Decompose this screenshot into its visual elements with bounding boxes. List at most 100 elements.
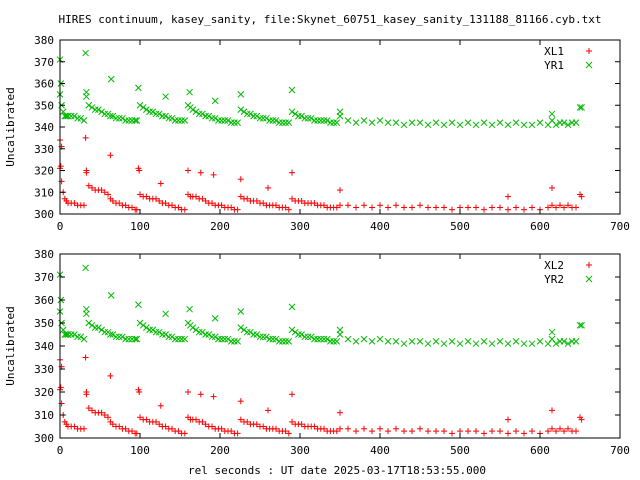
data-point (218, 335, 225, 343)
data-point (279, 338, 286, 345)
data-point (345, 425, 351, 432)
data-point (243, 110, 251, 118)
data-point (488, 121, 496, 129)
data-point (289, 391, 295, 398)
data-point (107, 112, 114, 120)
data-point (333, 338, 341, 345)
data-point (557, 202, 563, 209)
data-point (392, 119, 400, 127)
y-tick-label: 380 (34, 34, 54, 47)
data-point (311, 200, 318, 207)
data-point (417, 202, 423, 209)
legend-marker-yr2 (585, 275, 593, 283)
data-point (528, 340, 536, 348)
data-point (549, 202, 555, 209)
y-tick-label: 310 (34, 186, 54, 199)
data-point (237, 91, 245, 98)
data-point (165, 114, 173, 122)
y-axis-label: Uncalibrated (4, 87, 17, 166)
data-point (197, 391, 204, 398)
data-point (536, 338, 544, 345)
data-point (98, 409, 105, 416)
data-point (393, 425, 399, 432)
data-point (520, 340, 528, 348)
data-point (256, 333, 264, 341)
data-point (392, 338, 400, 345)
data-point (240, 108, 248, 116)
y-tick-label: 370 (34, 56, 54, 69)
data-point (327, 338, 334, 345)
data-point (314, 335, 321, 343)
data-point (369, 428, 375, 435)
data-point (237, 308, 245, 315)
data-point (149, 108, 157, 116)
data-point (384, 338, 392, 345)
data-point (61, 112, 69, 120)
data-point (186, 88, 193, 96)
data-point (536, 119, 544, 127)
data-point (153, 418, 159, 425)
data-point (505, 193, 511, 200)
y-tick-label: 360 (34, 294, 54, 307)
data-point (202, 112, 209, 120)
data-point (195, 328, 203, 336)
data-point (282, 338, 289, 345)
data-point (400, 121, 408, 129)
data-point (211, 114, 219, 122)
data-point (247, 110, 254, 118)
data-point (129, 428, 135, 435)
data-point (578, 104, 585, 111)
data-point (304, 333, 312, 341)
data-point (85, 405, 92, 412)
data-point (360, 335, 368, 343)
data-point (210, 393, 217, 400)
x-tick-label: 300 (290, 444, 310, 457)
data-point (275, 338, 283, 345)
data-point (247, 328, 254, 336)
data-point (234, 206, 241, 213)
data-point (465, 204, 471, 211)
data-point (433, 204, 439, 211)
series-yr2 (56, 264, 585, 348)
data-point (529, 204, 535, 211)
data-point (361, 202, 367, 209)
data-point (282, 204, 289, 211)
data-point (301, 333, 309, 341)
data-point (272, 335, 280, 343)
data-point (560, 338, 568, 345)
lower-plot-panel: 300 310 320 330 340 350 360 370 380 0 100 200 300 400… (4, 248, 630, 457)
data-point (119, 333, 126, 341)
data-point (464, 338, 472, 345)
y-tick-label: 320 (34, 386, 54, 399)
data-point (360, 117, 368, 124)
data-point (112, 114, 120, 122)
data-point (256, 114, 264, 122)
data-point (573, 204, 579, 211)
data-point (122, 425, 129, 432)
data-point (218, 202, 225, 209)
data-point (128, 117, 136, 124)
series-xl2 (57, 354, 585, 437)
data-point (441, 204, 447, 211)
data-point (401, 428, 407, 435)
data-point (333, 204, 340, 211)
data-point (237, 398, 244, 405)
data-point (115, 333, 123, 341)
data-point (320, 335, 328, 343)
data-point (548, 110, 556, 118)
data-point (181, 117, 189, 124)
data-point (548, 328, 556, 336)
data-point (107, 292, 115, 299)
data-point (321, 425, 327, 432)
data-point (564, 340, 572, 348)
data-point (192, 326, 200, 334)
data-point (440, 340, 448, 348)
data-point (288, 303, 296, 311)
data-point (221, 335, 229, 343)
data-point (521, 430, 527, 437)
data-point (131, 335, 139, 343)
data-point (149, 326, 157, 334)
data-point (448, 119, 456, 127)
data-point (107, 372, 114, 379)
data-point (64, 112, 72, 120)
